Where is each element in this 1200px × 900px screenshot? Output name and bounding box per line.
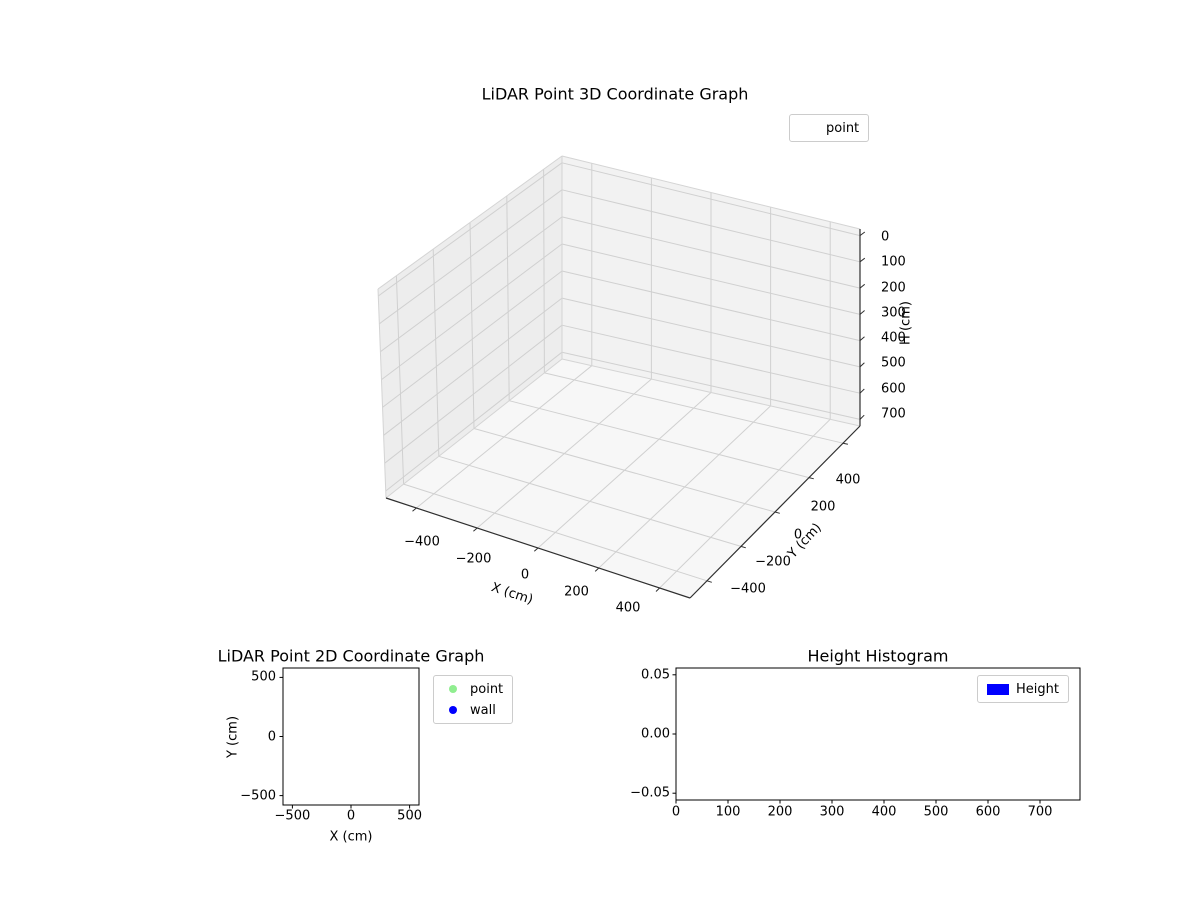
plot2d-x-axis-label: X (cm) (329, 829, 373, 845)
plot3d-ticks (412, 231, 866, 592)
plot3d-y-tick-label: 0 (793, 527, 803, 542)
plot3d-z-tick-label: 500 (881, 355, 906, 371)
plot3d-x-tick-label: 400 (615, 600, 641, 616)
plot3d-title: LiDAR Point 3D Coordinate Graph (481, 84, 749, 104)
hist-x-tick-label: 100 (715, 804, 741, 820)
plot3d-z-tick-label: 400 (881, 330, 906, 346)
plot3d-legend: point (789, 114, 870, 142)
legend-label: Height (1016, 681, 1059, 697)
plot3d-z-tick-label: 600 (881, 381, 906, 397)
plot2d-x-tick-label: 0 (346, 808, 356, 824)
plot3d-z-tick-label: 300 (881, 305, 906, 321)
wall-marker-icon (443, 704, 463, 716)
plot3d-x-tick-label: 0 (520, 567, 530, 583)
plot2d-legend: point wall (433, 675, 514, 724)
plot2d-axes (279, 667, 420, 809)
legend-label: point (826, 120, 860, 136)
hist-title: Height Histogram (807, 646, 949, 666)
height-patch-icon (987, 683, 1009, 695)
hist-legend: Height (977, 675, 1069, 703)
hist-y-tick-label: 0.05 (641, 667, 670, 683)
plot3d-z-tick-label: 100 (881, 254, 906, 270)
legend-entry-height: Height (987, 680, 1059, 698)
legend-label: point (470, 681, 504, 697)
legend-entry-wall: wall (443, 701, 503, 719)
plot3d-z-tick-label: 200 (881, 280, 906, 296)
plot3d-z-tick-label: 700 (881, 406, 906, 422)
hist-y-tick-label: 0.00 (641, 726, 670, 742)
legend-entry-point: point (443, 680, 503, 698)
plot2d-x-tick-label: 500 (397, 808, 423, 824)
plot3d-y-tick-label: 200 (810, 499, 836, 515)
hist-x-tick-label: 500 (923, 804, 949, 820)
plot3d-x-tick-label: −400 (404, 534, 440, 550)
hist-x-tick-label: 0 (671, 804, 681, 820)
plot3d-grid (378, 162, 861, 589)
plot3d-x-tick-label: 200 (564, 584, 589, 599)
plot2d-y-tick-label: 500 (251, 669, 276, 685)
legend-label: wall (470, 702, 496, 718)
hist-x-tick-label: 400 (871, 804, 897, 820)
plot2d-y-tick-label: −500 (240, 788, 276, 804)
empty-marker-icon (799, 122, 819, 134)
plot2d-y-tick-label: 0 (267, 729, 276, 744)
plot3d-y-tick-label: −400 (730, 581, 766, 597)
plot2d-x-tick-label: −500 (274, 808, 311, 824)
point-marker-icon (443, 683, 463, 695)
plot3d-y-tick-label: −200 (755, 554, 791, 570)
plot3d-y-tick-label: 400 (835, 472, 861, 488)
plot3d-x-tick-label: −200 (455, 551, 492, 566)
hist-y-tick-label: −0.05 (630, 785, 670, 801)
plot2d-title: LiDAR Point 2D Coordinate Graph (217, 646, 485, 666)
hist-x-tick-label: 600 (975, 804, 1001, 820)
hist-x-tick-label: 200 (767, 804, 793, 820)
legend-entry-point: point (799, 119, 859, 137)
plot3d-z-tick-label: 0 (881, 229, 890, 245)
hist-x-tick-label: 300 (819, 804, 845, 820)
hist-x-tick-label: 700 (1027, 804, 1053, 820)
plot2d-y-axis-label: Y (cm) (225, 715, 241, 759)
